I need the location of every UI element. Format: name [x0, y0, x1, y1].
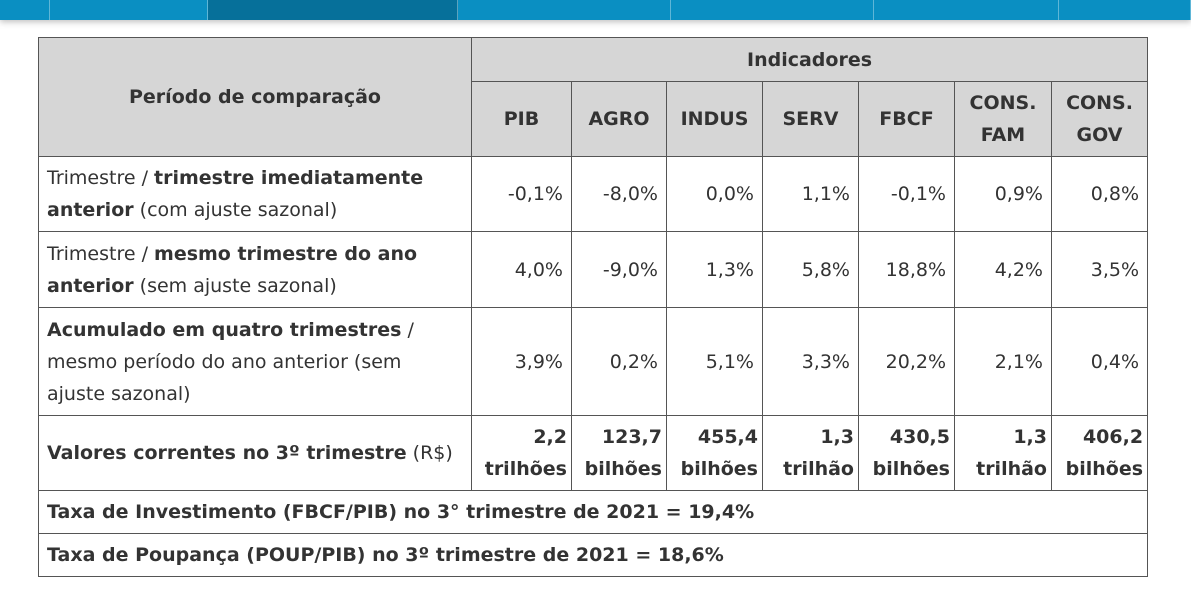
table-row: Trimestre / mesmo trimestre do ano anter… [38, 231, 1149, 308]
col-header: FBCF [858, 81, 955, 157]
cell-value: 1,1% [762, 156, 859, 232]
cell-value: 430,5 bilhões [858, 415, 955, 491]
cell-value: 1,3 trilhão [762, 415, 859, 491]
taxa-poupanca: Taxa de Poupança (POUP/PIB) no 3º trimes… [37, 533, 1149, 577]
top-navigation-bar [0, 0, 1191, 20]
cell-value: 1,3 trilhão [954, 415, 1052, 491]
row-label-part: trimestre imediatamente anterior [47, 167, 424, 221]
row-label: Trimestre / trimestre imediatamente ante… [38, 156, 472, 232]
header-periodo: Período de comparação [38, 37, 472, 157]
cell-value: 2,2 trilhões [471, 415, 572, 491]
cell-value: 0,4% [1050, 307, 1149, 416]
col-header: CONS. GOV [1050, 81, 1149, 157]
cell-value: 4,0% [471, 231, 572, 308]
table-row: Acumulado em quatro trimestres / mesmo p… [38, 307, 1149, 416]
indicators-table: Período de comparação Indicadores PIB AG… [37, 37, 1149, 577]
cell-value: 1,3% [666, 231, 763, 308]
taxa-investimento: Taxa de Investimento (FBCF/PIB) no 3° tr… [37, 490, 1149, 534]
footer-row-poupanca: Taxa de Poupança (POUP/PIB) no 3º trimes… [37, 533, 1149, 577]
cell-value: 20,2% [858, 307, 955, 416]
cell-value: 3,9% [471, 307, 572, 416]
nav-segment[interactable] [874, 0, 1059, 20]
header-row-1: Período de comparação Indicadores [38, 37, 1149, 157]
col-header: INDUS [666, 81, 763, 157]
row-label-part: Valores correntes no 3º trimestre [47, 442, 407, 464]
cell-value: 5,8% [762, 231, 859, 308]
row-label: Valores correntes no 3º trimestre (R$) [38, 415, 472, 491]
row-label-part: Trimestre / [47, 167, 155, 189]
cell-value: 0,9% [954, 156, 1052, 232]
col-header: PIB [471, 81, 572, 157]
cell-value: -0,1% [858, 156, 955, 232]
cell-value: -9,0% [571, 231, 667, 308]
table-row: Trimestre / trimestre imediatamente ante… [38, 156, 1149, 232]
row-label-part: (com ajuste sazonal) [133, 199, 338, 221]
col-header: AGRO [571, 81, 667, 157]
cell-value: 123,7 bilhões [571, 415, 667, 491]
cell-value: 2,1% [954, 307, 1052, 416]
cell-value: 4,2% [954, 231, 1052, 308]
cell-value: 18,8% [858, 231, 955, 308]
nav-segment[interactable] [50, 0, 208, 20]
table-row: Valores correntes no 3º trimestre (R$) 2,… [38, 415, 1149, 491]
cell-value: 0,0% [666, 156, 763, 232]
nav-segment[interactable] [458, 0, 671, 20]
row-label: Acumulado em quatro trimestres / mesmo p… [38, 307, 472, 416]
cell-value: -0,1% [471, 156, 572, 232]
col-header: SERV [762, 81, 859, 157]
row-label-part: Acumulado em quatro trimestres [47, 318, 402, 341]
nav-segment[interactable] [671, 0, 874, 20]
row-label-part: mesmo trimestre do ano anterior [47, 242, 418, 297]
row-label-part: (R$) [406, 442, 453, 464]
header-row-2: PIB AGRO INDUS SERV FBCF CONS. FAM CONS.… [39, 81, 1149, 157]
row-label-part: Trimestre / [47, 242, 155, 265]
nav-segment-active[interactable] [208, 0, 458, 20]
row-label: Trimestre / mesmo trimestre do ano anter… [38, 231, 472, 308]
cell-value: 0,8% [1050, 156, 1149, 232]
cell-value: 3,5% [1050, 231, 1149, 308]
cell-value: -8,0% [571, 156, 667, 232]
cell-value: 0,2% [571, 307, 667, 416]
col-header: CONS. FAM [954, 81, 1052, 157]
nav-segment[interactable] [1059, 0, 1191, 20]
cell-value: 5,1% [666, 307, 763, 416]
row-label-part: / mesmo período do ano anterior (sem aju… [47, 318, 414, 405]
nav-segment[interactable] [0, 0, 50, 20]
cell-value: 406,2 bilhões [1050, 415, 1149, 491]
row-label-part: (sem ajuste sazonal) [133, 274, 337, 297]
cell-value: 3,3% [762, 307, 859, 416]
footer-row-investimento: Taxa de Investimento (FBCF/PIB) no 3° tr… [37, 490, 1149, 534]
cell-value: 455,4 bilhões [666, 415, 763, 491]
header-indicadores: Indicadores [470, 37, 1149, 82]
